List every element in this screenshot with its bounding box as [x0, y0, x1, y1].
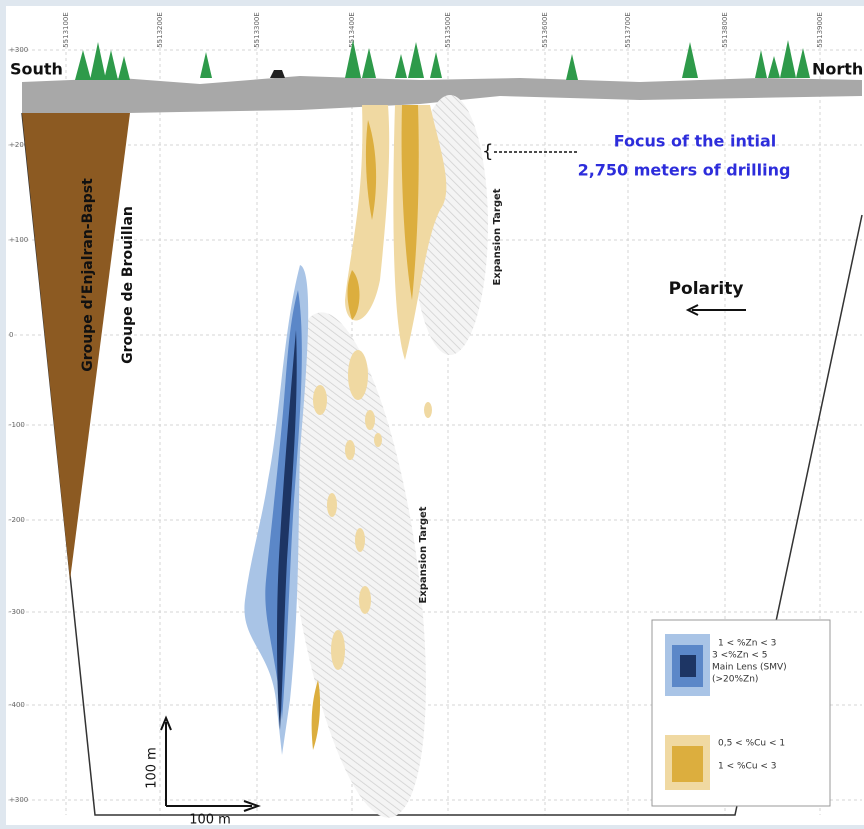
elevation-label: +300 [9, 46, 28, 54]
easting-label: 5513600E [541, 12, 549, 48]
elevation-label: -100 [9, 421, 25, 429]
elevation-label: -200 [9, 516, 25, 524]
easting-label: 5513400E [348, 12, 356, 48]
easting-label: 5513700E [624, 12, 632, 48]
target-label: Expansion Target [492, 188, 503, 285]
easting-label: 5513100E [62, 12, 70, 48]
elevation-label: -300 [9, 608, 25, 616]
cross-section: 5513100E 5513200E 5513300E 5513400E 5513500E… [0, 0, 864, 825]
elevation-label: +300 [9, 796, 28, 804]
elevation-label: -400 [9, 701, 25, 709]
scale-label: 100 m [189, 813, 231, 826]
north-label: North [812, 60, 863, 79]
polarity-label: Polarity [669, 279, 744, 299]
target-label: Expansion Target [418, 506, 429, 603]
page: 5513100E 5513200E 5513300E 5513400E 5513500E… [0, 0, 864, 825]
easting-label: 5513300E [253, 12, 261, 48]
south-label: South [10, 60, 63, 79]
unit-label: Groupe d’Enjalran-Bapst [80, 178, 96, 372]
elevation-label: 0 [9, 331, 13, 339]
callout-text: Focus of the intial [614, 132, 777, 151]
brace: { [482, 141, 493, 162]
easting-label: 5513800E [721, 12, 729, 48]
callout-text: 2,750 meters of drilling [578, 161, 791, 180]
easting-label: 5513200E [156, 12, 164, 48]
legend-label: 1 < %Cu < 3 [718, 762, 777, 772]
legend-label: 1 < %Zn < 3 [718, 639, 776, 649]
easting-label: 5513500E [444, 12, 452, 48]
legend-label: Main Lens (SMV) [712, 663, 787, 673]
easting-label: 5513900E [816, 12, 824, 48]
legend-swatch [680, 655, 696, 677]
scale-label: 100 m [145, 747, 160, 789]
legend-label: 0,5 < %Cu < 1 [718, 739, 785, 749]
legend-label: 3 <%Zn < 5 [712, 651, 768, 661]
legend-swatch [672, 746, 703, 782]
legend-label: (>20%Zn) [712, 675, 758, 685]
unit-label: Groupe de Brouillan [120, 206, 136, 364]
elevation-label: +100 [9, 236, 28, 244]
